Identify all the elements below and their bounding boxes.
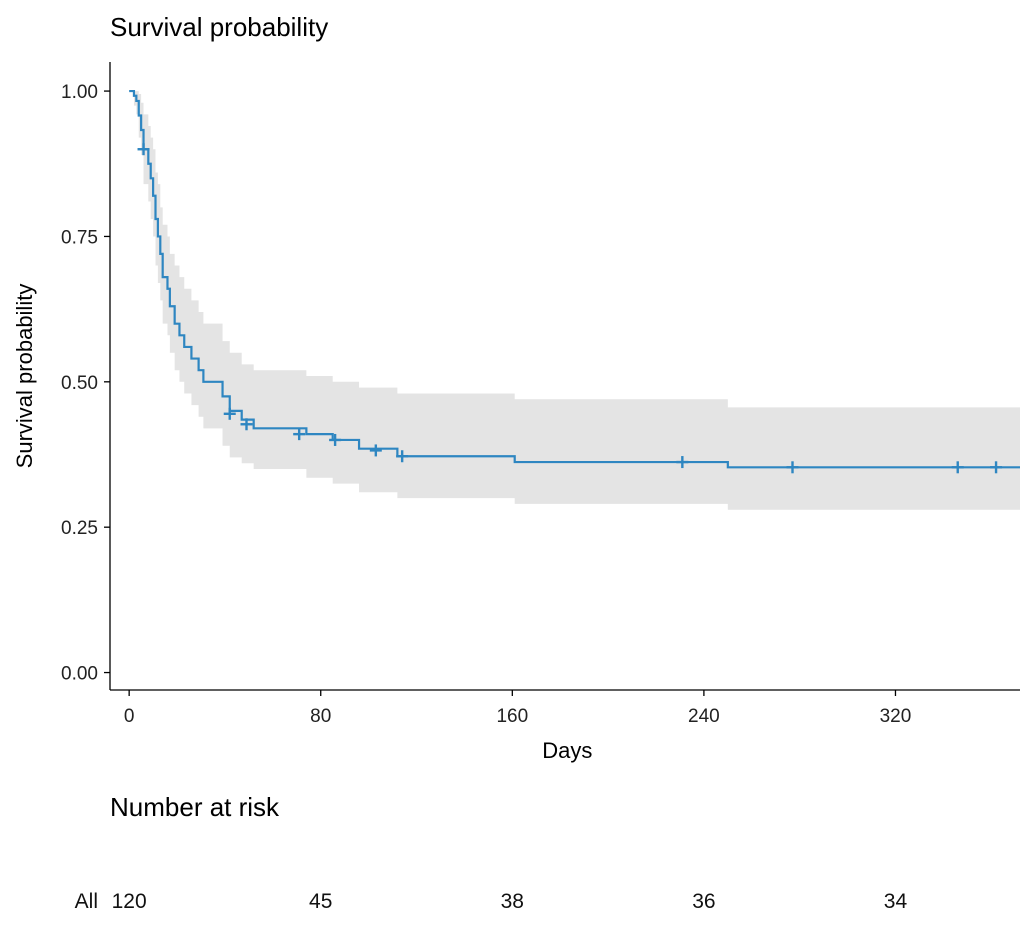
y-tick-label: 0.25: [61, 518, 98, 539]
risk-table: Number at risk All 120 45 38 36 34: [75, 792, 908, 913]
chart-title: Survival probability: [110, 12, 328, 42]
confidence-band: [129, 91, 1020, 510]
risk-count: 38: [501, 890, 524, 913]
censor-mark: [137, 143, 150, 156]
x-tick-label: 80: [310, 706, 331, 727]
confidence-band-area: [129, 91, 1020, 510]
axes: 0.00 0.25 0.50 0.75 1.00 0 80 160 240 320: [61, 62, 1020, 727]
risk-table-title: Number at risk: [110, 792, 280, 822]
x-tick-label: 160: [496, 706, 528, 727]
x-tick-label: 320: [880, 706, 912, 727]
censor-mark: [329, 433, 342, 446]
x-tick-label: 0: [124, 706, 135, 727]
censor-marks: [137, 143, 1003, 474]
risk-count: 45: [309, 890, 332, 913]
y-axis-title: Survival probability: [12, 284, 37, 469]
censor-mark: [676, 456, 689, 469]
censor-mark: [786, 461, 799, 474]
y-tick-label: 1.00: [61, 82, 98, 103]
risk-count: 34: [884, 890, 908, 913]
censor-mark: [240, 418, 253, 431]
censor-mark: [293, 428, 306, 441]
x-axis-ticks: 0 80 160 240 320: [124, 690, 911, 727]
y-axis-ticks: 0.00 0.25 0.50 0.75 1.00: [61, 82, 110, 685]
risk-strata-label: All: [75, 890, 98, 913]
x-axis-title: Days: [542, 738, 592, 763]
censor-mark: [951, 461, 964, 474]
censor-mark: [369, 444, 382, 457]
x-tick-label: 240: [688, 706, 720, 727]
censor-mark: [223, 407, 236, 420]
risk-count: 120: [112, 890, 147, 913]
censor-mark: [396, 450, 409, 463]
plot-area: [129, 89, 1020, 510]
y-tick-label: 0.75: [61, 227, 98, 248]
risk-count: 36: [692, 890, 715, 913]
y-tick-label: 0.00: [61, 664, 98, 685]
risk-counts: 120 45 38 36 34: [112, 890, 908, 913]
censor-mark: [990, 461, 1003, 474]
y-tick-label: 0.50: [61, 373, 98, 394]
